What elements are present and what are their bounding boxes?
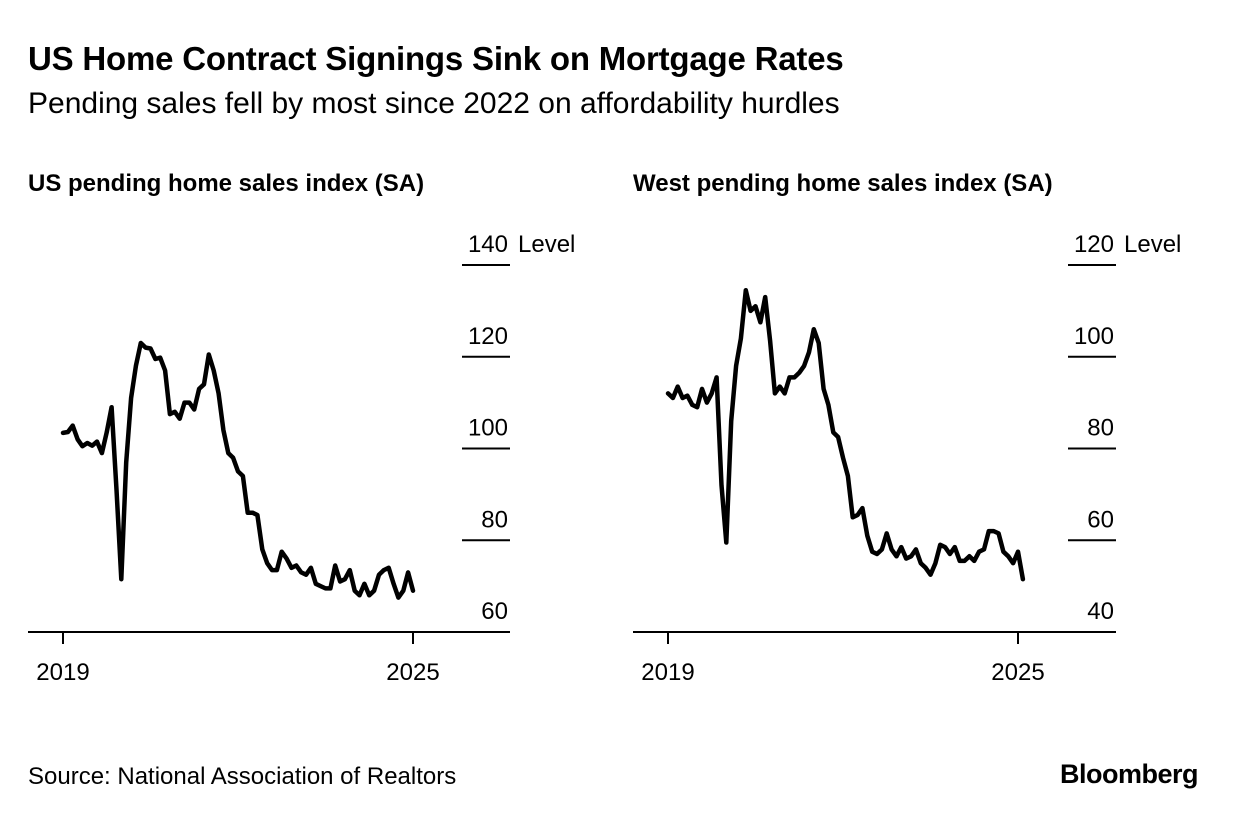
y-tick-label: 60	[1087, 506, 1114, 533]
source-note: Source: National Association of Realtors	[28, 763, 457, 790]
x-tick-label: 2025	[386, 659, 439, 686]
chart-subtitle: Pending sales fell by most since 2022 on…	[28, 87, 840, 120]
y-tick-label: 140	[468, 231, 508, 258]
x-tick-label: 2019	[36, 659, 89, 686]
chart-title: US Home Contract Signings Sink on Mortga…	[28, 40, 844, 77]
y-tick-label: 100	[1074, 323, 1114, 350]
us-panel-title: US pending home sales index (SA)	[28, 170, 425, 197]
x-tick-label: 2019	[641, 659, 694, 686]
west-panel-title: West pending home sales index (SA)	[633, 170, 1053, 197]
y-tick-label: 40	[1087, 598, 1114, 625]
y-axis-unit-label: Level	[518, 231, 575, 258]
y-tick-label: 80	[1087, 415, 1114, 442]
y-tick-label: 120	[1074, 231, 1114, 258]
y-tick-label: 120	[468, 323, 508, 350]
y-tick-label: 100	[468, 415, 508, 442]
series-line	[60, 340, 416, 600]
x-tick-label: 2025	[991, 659, 1044, 686]
y-axis-unit-label: Level	[1124, 231, 1181, 258]
bloomberg-logo: Bloomberg	[1060, 759, 1199, 789]
series-line	[665, 287, 1026, 582]
y-tick-label: 80	[481, 506, 508, 533]
y-tick-label: 60	[481, 598, 508, 625]
